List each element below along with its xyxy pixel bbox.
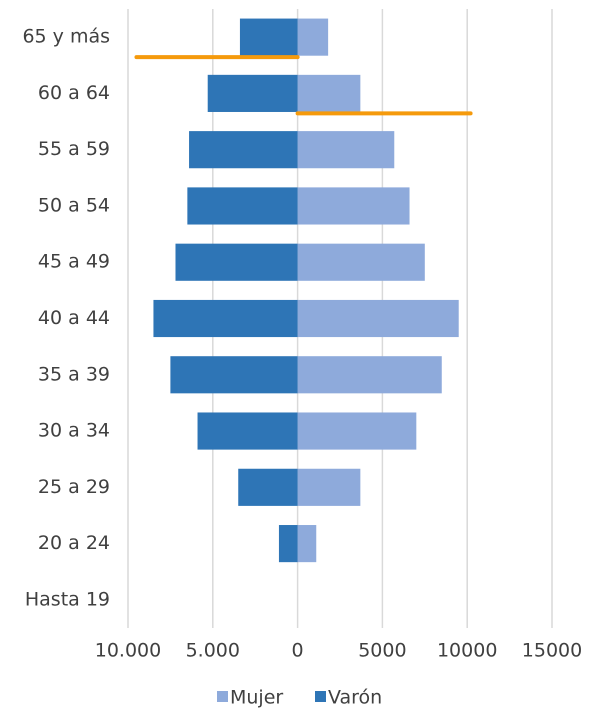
bar xyxy=(189,131,298,169)
x-tick-label: 15000 xyxy=(522,640,582,662)
y-tick-label: 20 a 24 xyxy=(38,532,110,554)
x-tick-label: 0 xyxy=(292,640,304,662)
bar xyxy=(297,299,459,338)
y-tick-label: 45 a 49 xyxy=(38,251,110,273)
legend-swatch xyxy=(315,691,326,702)
legend-label: Mujer xyxy=(230,687,283,709)
y-tick-label: 35 a 39 xyxy=(38,363,110,385)
bar xyxy=(297,525,317,563)
bar xyxy=(170,356,298,394)
bar xyxy=(297,243,425,281)
x-tick-label: 10000 xyxy=(437,640,497,662)
y-tick-label: 65 y más xyxy=(22,26,110,48)
y-tick-label: 40 a 44 xyxy=(38,307,110,329)
bar xyxy=(207,74,298,112)
bar xyxy=(238,468,298,506)
bar xyxy=(239,18,298,56)
bar xyxy=(297,74,361,112)
bar xyxy=(297,412,417,450)
y-tick-label: 55 a 59 xyxy=(38,138,110,160)
y-tick-label: 50 a 54 xyxy=(38,194,110,216)
bar xyxy=(297,131,395,169)
y-tick-label: 60 a 64 xyxy=(38,82,110,104)
bar xyxy=(197,412,298,450)
y-tick-label: 25 a 29 xyxy=(38,476,110,498)
x-tick-label: 10.000 xyxy=(95,640,161,662)
bar xyxy=(297,356,442,394)
bar xyxy=(297,187,410,225)
bar xyxy=(297,468,361,506)
bar xyxy=(187,187,298,225)
x-tick-label: 5000 xyxy=(358,640,406,662)
bar xyxy=(153,299,298,338)
y-tick-label: Hasta 19 xyxy=(25,588,110,610)
x-tick-label: 5.000 xyxy=(186,640,240,662)
legend-label: Varón xyxy=(328,687,382,709)
bar xyxy=(278,525,298,563)
legend-swatch xyxy=(217,691,228,702)
y-tick-label: 30 a 34 xyxy=(38,420,110,442)
bar xyxy=(297,18,329,56)
bar xyxy=(175,243,298,281)
